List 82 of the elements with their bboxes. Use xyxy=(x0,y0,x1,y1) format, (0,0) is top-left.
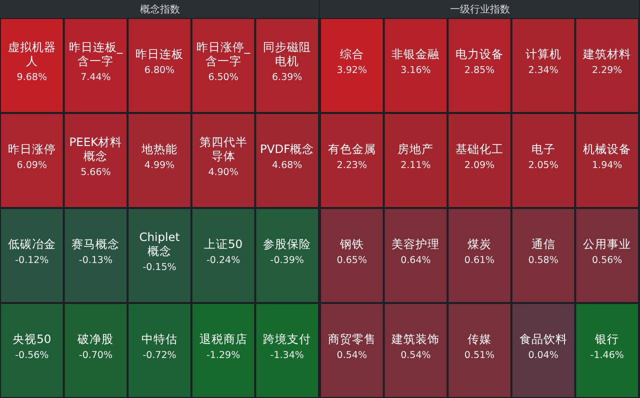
category-label: 低碳冶金 xyxy=(8,236,56,251)
data-label: 0.56% xyxy=(592,254,622,266)
category-label: 房地产 xyxy=(398,142,434,156)
category-label: 建筑材料 xyxy=(582,46,632,61)
category-label: 钢铁 xyxy=(338,236,364,251)
category-label: 赛马概念 xyxy=(72,236,120,251)
category-label: 昨日连板_含一字 xyxy=(68,40,123,68)
category-label: 破净股 xyxy=(76,332,114,346)
category-label: 中特估 xyxy=(142,332,178,346)
data-label: 7.44% xyxy=(80,72,111,83)
category-label: 退税商店 xyxy=(199,332,248,346)
category-label: 昨日涨停 xyxy=(8,142,56,156)
data-label: 0.54% xyxy=(400,350,431,361)
data-label: -0.56% xyxy=(15,350,49,361)
category-label: 跨境支付 xyxy=(263,332,312,346)
category-label: 参股保险 xyxy=(263,236,312,251)
category-label: 公用事业 xyxy=(583,236,632,251)
data-label: 4.90% xyxy=(208,166,238,178)
category-label: 基础化工 xyxy=(456,142,504,156)
data-label: 4.99% xyxy=(144,160,175,171)
category-label: 非银金融 xyxy=(392,46,440,61)
data-label: -0.13% xyxy=(78,254,113,266)
data-label: -0.39% xyxy=(270,254,304,266)
data-label: 0.65% xyxy=(336,254,367,266)
data-label: 6.39% xyxy=(272,72,302,83)
data-label: 0.54% xyxy=(336,350,367,361)
data-label: -0.72% xyxy=(142,350,176,361)
data-label: -0.70% xyxy=(78,350,113,361)
category-label: 商贸零售 xyxy=(328,332,376,346)
data-label: 2.23% xyxy=(336,160,367,171)
category-label: 地热能 xyxy=(140,142,178,156)
category-label: 通信 xyxy=(531,236,556,251)
data-label: 0.64% xyxy=(400,254,431,266)
category-label: 电子 xyxy=(531,142,556,156)
data-label: 0.58% xyxy=(528,254,558,266)
data-label: 2.09% xyxy=(464,160,495,171)
data-label: -1.29% xyxy=(206,350,240,361)
text: 一级行业指数 xyxy=(450,4,510,16)
data-label: 0.51% xyxy=(464,350,495,361)
data-label: 6.80% xyxy=(144,64,175,76)
data-label: 3.92% xyxy=(336,64,367,76)
text: 概念指数 xyxy=(140,4,180,16)
data-label: 0.04% xyxy=(528,350,558,361)
category-label: 有色金属 xyxy=(328,142,376,156)
data-label: 3.16% xyxy=(400,64,431,76)
data-label: 2.29% xyxy=(592,64,622,76)
category-label: 食品饮料 xyxy=(519,332,568,346)
category-label: 同步磁阻电机 xyxy=(263,40,312,68)
category-label: 综合 xyxy=(340,46,364,61)
category-label: 电力设备 xyxy=(456,46,504,61)
data-label: 2.34% xyxy=(528,64,558,76)
category-label: 建筑装饰 xyxy=(390,332,440,346)
data-label: 5.66% xyxy=(80,166,111,178)
category-label: PVDF概念 xyxy=(260,142,314,156)
category-label: 昨日涨停_含一字 xyxy=(196,40,250,68)
category-label: 昨日连板 xyxy=(136,46,184,61)
data-label: 6.50% xyxy=(208,72,238,83)
category-label: PEEK材料概念 xyxy=(69,134,122,163)
data-label: 4.68% xyxy=(272,160,302,171)
data-label: 2.85% xyxy=(464,64,495,76)
category-label: 上证50 xyxy=(204,236,243,251)
category-label: Chiplet概念 xyxy=(139,230,180,258)
category-label: 美容护理 xyxy=(392,236,440,251)
data-label: -0.15% xyxy=(142,262,176,273)
category-label: 机械设备 xyxy=(583,142,632,156)
category-label: 央视50 xyxy=(12,332,52,346)
data-label: 2.05% xyxy=(528,160,558,171)
data-label: 9.68% xyxy=(16,72,47,83)
data-label: 6.09% xyxy=(16,160,47,171)
category-label: 传媒 xyxy=(468,332,492,346)
category-label: 虚拟机器人 xyxy=(8,40,56,68)
data-label: 2.11% xyxy=(400,160,431,171)
data-label: -1.46% xyxy=(590,350,624,361)
data-label: -0.12% xyxy=(15,254,49,266)
category-label: 第四代半导体 xyxy=(199,134,248,163)
category-label: 银行 xyxy=(594,332,620,346)
category-label: 煤炭 xyxy=(468,236,492,251)
data-label: 1.94% xyxy=(592,160,622,171)
data-label: -0.24% xyxy=(206,254,240,266)
data-label: -1.34% xyxy=(270,350,304,361)
category-label: 计算机 xyxy=(525,46,562,61)
data-label: 0.61% xyxy=(464,254,495,266)
